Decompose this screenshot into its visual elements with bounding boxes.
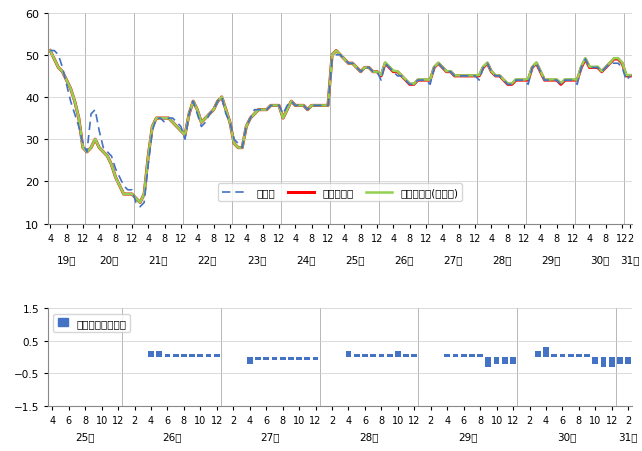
Text: 28年: 28年	[492, 254, 512, 265]
Bar	[313, 357, 318, 360]
Bar	[205, 354, 211, 357]
Bar	[403, 354, 409, 357]
Text: 20年: 20年	[100, 254, 119, 265]
Bar	[181, 354, 187, 357]
Bar	[543, 348, 549, 357]
Text: 21年: 21年	[149, 254, 168, 265]
Text: 27年: 27年	[261, 431, 280, 441]
Bar	[255, 357, 261, 360]
Bar	[345, 351, 351, 357]
Bar	[247, 357, 252, 364]
Bar	[625, 357, 631, 364]
Bar	[469, 354, 475, 357]
Text: 24年: 24年	[296, 254, 315, 265]
Text: 30年: 30年	[557, 431, 577, 441]
Bar	[370, 354, 376, 357]
Legend: 新旧差（新－旧）: 新旧差（新－旧）	[53, 314, 130, 332]
Bar	[601, 357, 607, 367]
Text: 25年: 25年	[345, 254, 364, 265]
Bar	[214, 354, 220, 357]
Text: 23年: 23年	[247, 254, 266, 265]
Text: 26年: 26年	[162, 431, 181, 441]
Bar	[568, 354, 573, 357]
Bar	[593, 357, 598, 364]
Text: 29年: 29年	[541, 254, 560, 265]
Bar	[272, 357, 277, 360]
Bar	[412, 354, 417, 357]
Text: 22年: 22年	[198, 254, 217, 265]
Bar	[617, 357, 623, 364]
Bar	[453, 354, 458, 357]
Bar	[386, 354, 392, 357]
Bar	[354, 354, 360, 357]
Text: 25年: 25年	[75, 431, 95, 441]
Bar	[296, 357, 302, 360]
Text: 31年: 31年	[621, 254, 640, 265]
Bar	[535, 351, 541, 357]
Bar	[485, 357, 491, 367]
Text: 27年: 27年	[443, 254, 462, 265]
Text: 28年: 28年	[360, 431, 379, 441]
Bar	[477, 354, 483, 357]
Bar	[304, 357, 310, 360]
Bar	[609, 357, 614, 367]
Text: 30年: 30年	[590, 254, 609, 265]
Bar	[148, 351, 154, 357]
Text: 31年: 31年	[618, 431, 638, 441]
Bar	[576, 354, 582, 357]
Bar	[551, 354, 557, 357]
Bar	[263, 357, 269, 360]
Bar	[164, 354, 170, 357]
Legend: 原系列, 季節調整値, 季節調整値(改訂前): 原系列, 季節調整値, 季節調整値(改訂前)	[218, 184, 462, 202]
Text: 29年: 29年	[458, 431, 478, 441]
Bar	[280, 357, 286, 360]
Bar	[444, 354, 450, 357]
Bar	[362, 354, 368, 357]
Bar	[173, 354, 178, 357]
Bar	[510, 357, 516, 364]
Bar	[288, 357, 294, 360]
Bar	[494, 357, 499, 364]
Bar	[584, 354, 590, 357]
Bar	[157, 351, 162, 357]
Bar	[502, 357, 508, 364]
Bar	[461, 354, 467, 357]
Bar	[379, 354, 385, 357]
Text: 26年: 26年	[394, 254, 413, 265]
Bar	[198, 354, 204, 357]
Bar	[560, 354, 566, 357]
Text: 19年: 19年	[56, 254, 76, 265]
Bar	[189, 354, 195, 357]
Bar	[395, 351, 401, 357]
